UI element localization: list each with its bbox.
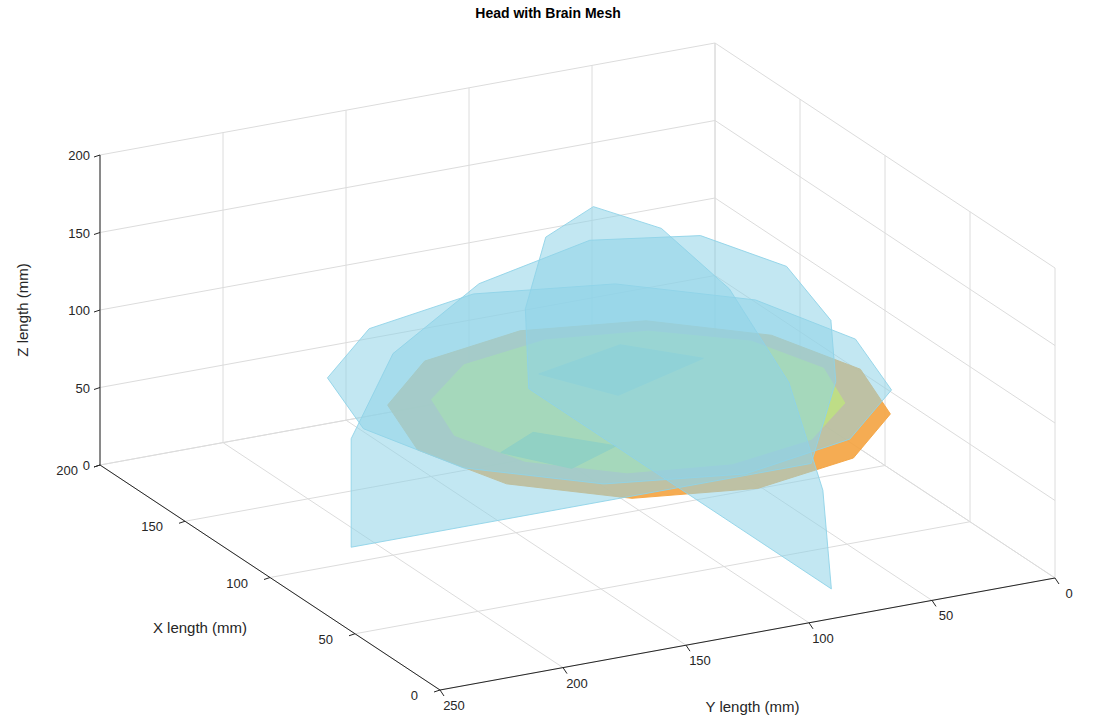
svg-text:Y length (mm): Y length (mm): [706, 698, 800, 715]
svg-text:Z length (mm): Z length (mm): [14, 263, 31, 356]
svg-text:50: 50: [939, 608, 953, 623]
svg-text:0: 0: [83, 458, 90, 473]
svg-text:150: 150: [141, 519, 163, 534]
svg-text:0: 0: [1065, 586, 1072, 601]
svg-text:150: 150: [689, 653, 711, 668]
svg-text:200: 200: [68, 148, 90, 163]
svg-text:50: 50: [76, 381, 90, 396]
svg-text:200: 200: [566, 676, 588, 691]
svg-text:250: 250: [443, 698, 465, 713]
svg-text:Head with Brain Mesh: Head with Brain Mesh: [475, 5, 620, 21]
svg-text:50: 50: [319, 632, 333, 647]
svg-text:100: 100: [812, 631, 834, 646]
svg-text:100: 100: [68, 303, 90, 318]
svg-text:X length (mm): X length (mm): [153, 619, 247, 636]
svg-text:0: 0: [411, 688, 418, 703]
svg-text:100: 100: [226, 576, 248, 591]
svg-text:150: 150: [68, 226, 90, 241]
svg-text:200: 200: [56, 463, 78, 478]
